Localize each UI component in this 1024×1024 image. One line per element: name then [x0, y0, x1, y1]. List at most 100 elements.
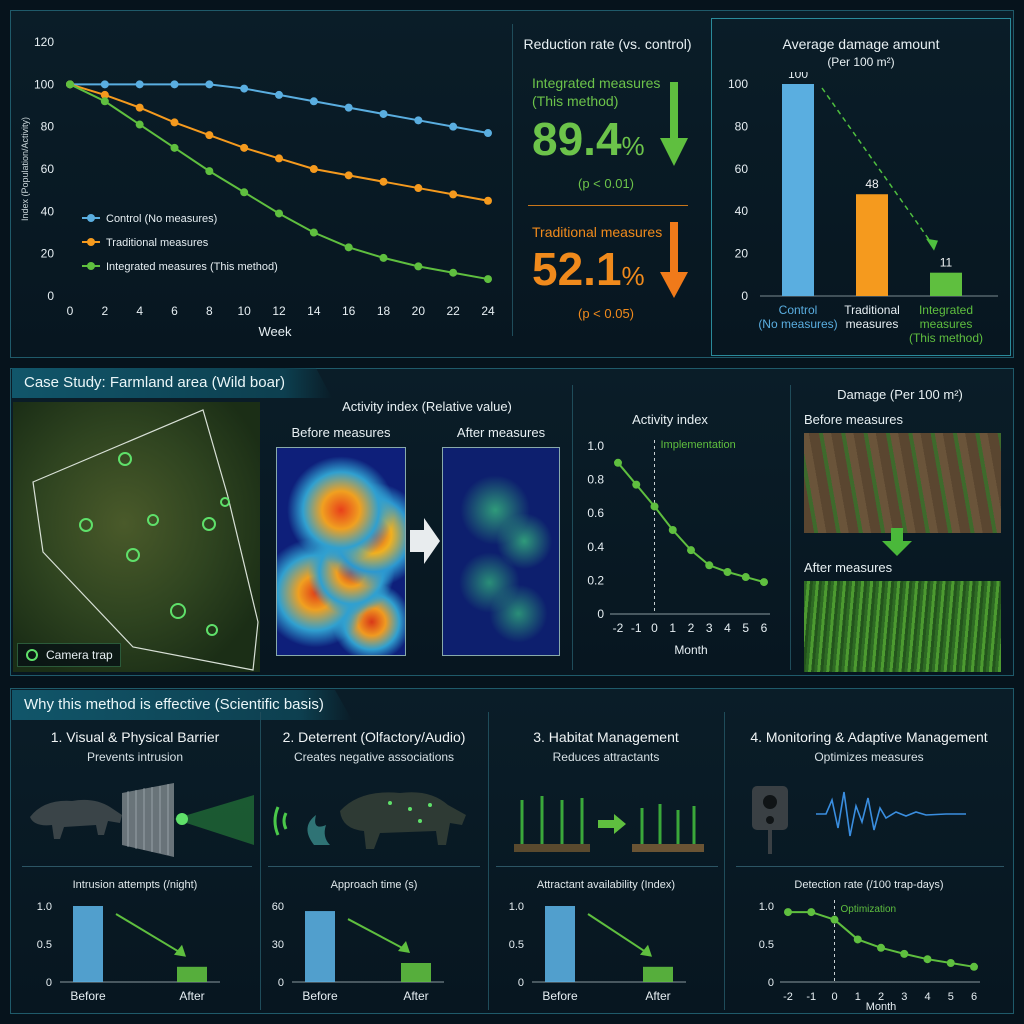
data-point — [379, 109, 388, 118]
x-tick-label: 16 — [342, 304, 356, 318]
category-label: Before — [302, 989, 338, 1003]
category-label: measures — [920, 317, 973, 331]
x-tick-label: 3 — [901, 991, 907, 1003]
y-tick-label: 0 — [597, 607, 604, 621]
heatmap-after — [442, 447, 560, 656]
x-tick-label: 6 — [171, 304, 178, 318]
data-point — [614, 458, 622, 467]
category-label: After — [645, 989, 670, 1003]
crop-before-photo — [804, 433, 1001, 533]
x-axis-label: Month — [674, 643, 707, 657]
why-col4-title: 4. Monitoring & Adaptive Management — [750, 729, 988, 745]
data-point — [723, 568, 732, 576]
x-tick-label: 12 — [272, 304, 286, 318]
data-point — [741, 573, 750, 582]
y-tick-label: 120 — [34, 35, 54, 49]
data-point — [923, 955, 932, 964]
bar — [930, 272, 962, 296]
y-tick-label: 0.4 — [587, 540, 604, 554]
x-tick-label: 22 — [446, 304, 460, 318]
data-point — [449, 122, 458, 131]
x-axis-label: Week — [259, 324, 292, 339]
why-col1-title: 1. Visual & Physical Barrier — [50, 729, 220, 745]
y-tick-label: 20 — [41, 247, 55, 261]
why-col2-sub: Creates negative associations — [293, 750, 455, 764]
x-tick-label: -1 — [806, 991, 816, 1003]
traditional-p-value: (p < 0.05) — [578, 306, 635, 321]
x-tick-label: -2 — [613, 621, 624, 635]
category-label: measures — [846, 317, 899, 331]
divider-3 — [790, 385, 791, 670]
camera-sensor-illustration — [752, 786, 966, 854]
category-label: After — [403, 989, 428, 1003]
damage-photos-title: Damage (Per 100 m²) — [837, 387, 963, 402]
data-point — [170, 118, 179, 127]
x-tick-label: 2 — [101, 304, 108, 318]
intrusion-bar-chart: 0 0.5 1.0 Before After — [37, 901, 220, 1003]
y-tick-label: 20 — [735, 247, 749, 261]
data-point — [344, 171, 353, 180]
legend-label: Integrated measures (This method) — [106, 261, 278, 273]
data-point — [205, 167, 214, 176]
y-tick-label: 100 — [34, 77, 54, 91]
why-col1-line — [22, 866, 252, 867]
x-tick-label: 3 — [706, 621, 713, 635]
data-point — [309, 97, 318, 106]
series-line — [69, 83, 489, 202]
data-point — [309, 228, 318, 237]
y-tick-label: 30 — [272, 939, 284, 951]
case-banner: Case Study: Farmland area (Wild boar) — [12, 368, 332, 398]
data-point — [240, 143, 249, 152]
data-point — [275, 209, 283, 218]
data-point — [760, 578, 768, 587]
data-point — [900, 949, 909, 958]
legend-swatch-dot — [87, 262, 95, 270]
data-point — [449, 190, 458, 199]
category-label: (This method) — [909, 331, 983, 345]
farmland-boundary — [32, 409, 259, 671]
bar-value-label: 11 — [940, 256, 953, 270]
x-tick-label: 14 — [307, 304, 321, 318]
deterrent-illustration — [273, 792, 466, 849]
y-tick-label: 0.6 — [587, 506, 604, 520]
data-point — [449, 268, 458, 277]
x-tick-label: 18 — [377, 304, 391, 318]
data-point — [100, 80, 109, 89]
data-point — [414, 262, 423, 271]
integrated-value-unit: % — [621, 131, 645, 161]
traditional-label: Traditional measures — [532, 224, 663, 240]
detection-line-chart: 0 0.5 1.0 -2 -1 0 1 2 3 4 5 6 Optimization Month — [759, 900, 980, 1013]
arrow-right-icon — [410, 518, 440, 564]
bar — [305, 911, 335, 982]
y-tick-label: 0.5 — [37, 939, 52, 951]
y-tick-label: 40 — [735, 204, 749, 218]
series-line — [788, 911, 975, 968]
category-label: After — [179, 989, 204, 1003]
annotation-label: Optimization — [841, 904, 897, 915]
why-col3-title: 3. Habitat Management — [533, 729, 679, 745]
arrow-down-green-icon — [660, 82, 688, 166]
why-chart1-title: Intrusion attempts (/night) — [72, 879, 198, 891]
why-col4-line — [736, 866, 1004, 867]
damage-bar-chart: 0 20 40 60 80 100 100 Control(No measures) 48 Tra… — [728, 72, 998, 345]
arrow-down-orange-icon — [660, 222, 688, 298]
damage-chart-subtitle: (Per 100 m²) — [827, 55, 895, 69]
why-col2-title: 2. Deterrent (Olfactory/Audio) — [282, 729, 466, 745]
x-axis-label: Month — [866, 1001, 897, 1013]
crop-after-photo — [804, 581, 1001, 672]
data-point — [970, 962, 978, 971]
heatmap-after-label: After measures — [456, 425, 546, 440]
y-tick-label: 80 — [735, 119, 749, 133]
trend-arrow — [587, 913, 651, 956]
why-divider-2 — [488, 712, 489, 1010]
y-axis-label: Index (Population/Activity) — [20, 117, 30, 221]
y-tick-label: 0.5 — [759, 939, 774, 951]
integrated-value: 89.4% — [532, 112, 645, 166]
data-point — [784, 908, 792, 917]
heatmap-before — [276, 447, 406, 656]
traditional-value-number: 52.1 — [532, 243, 622, 295]
data-point — [668, 526, 677, 534]
camera-trap-legend: Camera trap — [17, 643, 121, 667]
data-point — [205, 131, 214, 140]
why-panel — [10, 688, 1014, 1014]
